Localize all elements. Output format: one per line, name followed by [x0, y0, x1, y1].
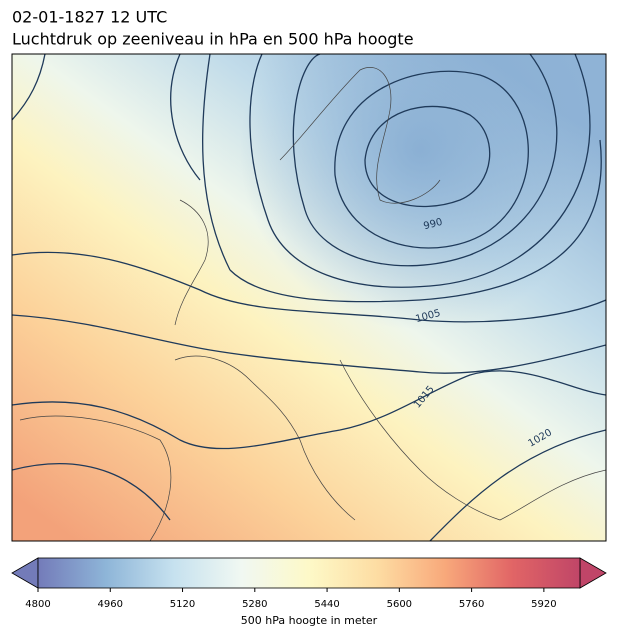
colorbar [37, 557, 581, 589]
colorbar-tick-label: 4960 [98, 599, 123, 610]
contour-label: 990 [422, 217, 443, 233]
colorbar-tick-label: 4800 [25, 599, 50, 610]
colorbar-extend-high [579, 557, 607, 589]
colorbar-tick-label: 5120 [170, 599, 195, 610]
colorbar-tick-label: 5600 [387, 599, 412, 610]
date: 02-01-1827 12 UTC [12, 8, 167, 27]
colorbar-extend-low [11, 557, 39, 589]
colorbar-tick-label: 5440 [314, 599, 339, 610]
colorbar-label: 500 hPa hoogte in meter [241, 614, 378, 627]
colorbar-tick-label: 5280 [242, 599, 267, 610]
colorbar-tick-label: 5920 [531, 599, 556, 610]
map-frame [11, 53, 607, 542]
colorbar-tick-label: 5760 [459, 599, 484, 610]
title: Luchtdruk op zeeniveau in hPa en 500 hPa… [12, 30, 414, 49]
